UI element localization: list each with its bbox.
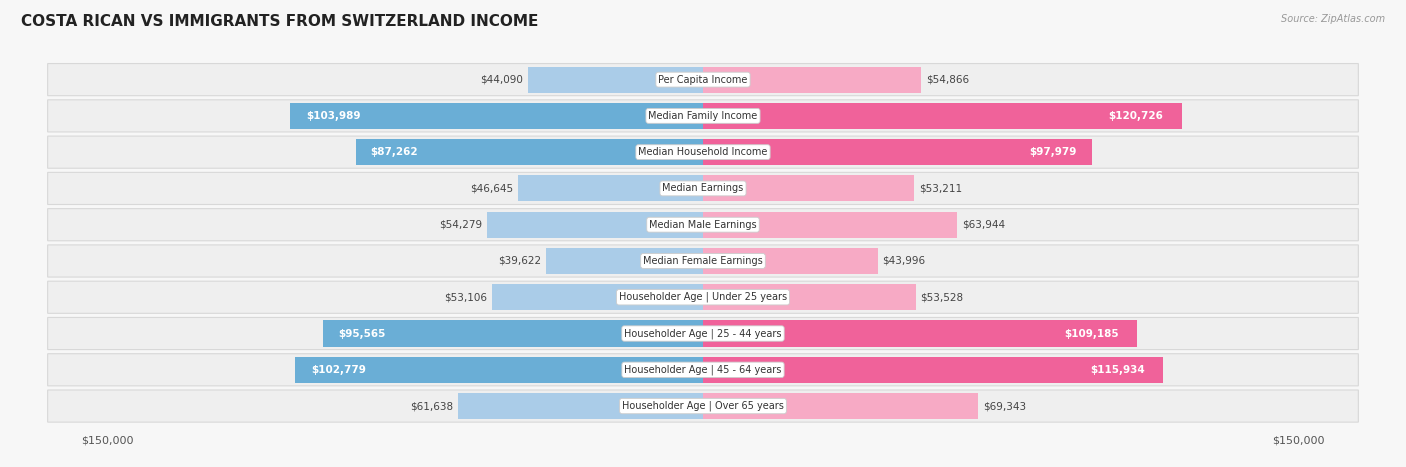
Text: $46,645: $46,645: [470, 184, 513, 193]
FancyBboxPatch shape: [48, 245, 1358, 277]
Bar: [703, 393, 979, 419]
Text: $95,565: $95,565: [339, 328, 387, 339]
Text: $54,279: $54,279: [440, 219, 482, 230]
Bar: [356, 139, 703, 165]
Text: $54,866: $54,866: [925, 75, 969, 85]
Text: $53,211: $53,211: [920, 184, 962, 193]
Bar: [703, 212, 957, 238]
Bar: [703, 67, 921, 92]
Bar: [703, 320, 1136, 347]
FancyBboxPatch shape: [48, 318, 1358, 350]
Bar: [458, 393, 703, 419]
Text: $44,090: $44,090: [481, 75, 523, 85]
Text: $43,996: $43,996: [883, 256, 925, 266]
Text: Source: ZipAtlas.com: Source: ZipAtlas.com: [1281, 14, 1385, 24]
Bar: [492, 284, 703, 310]
Text: $53,528: $53,528: [921, 292, 963, 302]
FancyBboxPatch shape: [48, 64, 1358, 96]
Text: Median Family Income: Median Family Income: [648, 111, 758, 121]
Text: Median Earnings: Median Earnings: [662, 184, 744, 193]
Text: Per Capita Income: Per Capita Income: [658, 75, 748, 85]
Bar: [488, 212, 703, 238]
Text: $53,106: $53,106: [444, 292, 488, 302]
Text: Householder Age | 45 - 64 years: Householder Age | 45 - 64 years: [624, 365, 782, 375]
Text: $102,779: $102,779: [311, 365, 366, 375]
Text: Median Household Income: Median Household Income: [638, 147, 768, 157]
Text: Householder Age | Under 25 years: Householder Age | Under 25 years: [619, 292, 787, 303]
Bar: [703, 176, 914, 201]
FancyBboxPatch shape: [48, 209, 1358, 241]
Text: $39,622: $39,622: [498, 256, 541, 266]
FancyBboxPatch shape: [48, 136, 1358, 168]
Bar: [546, 248, 703, 274]
FancyBboxPatch shape: [48, 390, 1358, 422]
Text: $103,989: $103,989: [307, 111, 361, 121]
FancyBboxPatch shape: [48, 172, 1358, 205]
Bar: [703, 103, 1182, 129]
Text: $87,262: $87,262: [370, 147, 418, 157]
FancyBboxPatch shape: [48, 100, 1358, 132]
Bar: [703, 357, 1163, 383]
Text: $61,638: $61,638: [411, 401, 453, 411]
Bar: [703, 248, 877, 274]
Bar: [703, 284, 915, 310]
Text: $115,934: $115,934: [1090, 365, 1144, 375]
Bar: [290, 103, 703, 129]
Bar: [295, 357, 703, 383]
Text: $109,185: $109,185: [1064, 328, 1119, 339]
Bar: [517, 176, 703, 201]
Text: $63,944: $63,944: [962, 219, 1005, 230]
Bar: [323, 320, 703, 347]
Text: $120,726: $120,726: [1108, 111, 1163, 121]
Text: $69,343: $69,343: [983, 401, 1026, 411]
Text: Median Female Earnings: Median Female Earnings: [643, 256, 763, 266]
Text: Median Male Earnings: Median Male Earnings: [650, 219, 756, 230]
Bar: [527, 67, 703, 92]
Bar: [703, 139, 1092, 165]
Text: Householder Age | 25 - 44 years: Householder Age | 25 - 44 years: [624, 328, 782, 339]
FancyBboxPatch shape: [48, 354, 1358, 386]
Text: $97,979: $97,979: [1029, 147, 1077, 157]
FancyBboxPatch shape: [48, 281, 1358, 313]
Text: COSTA RICAN VS IMMIGRANTS FROM SWITZERLAND INCOME: COSTA RICAN VS IMMIGRANTS FROM SWITZERLA…: [21, 14, 538, 29]
Text: Householder Age | Over 65 years: Householder Age | Over 65 years: [621, 401, 785, 411]
